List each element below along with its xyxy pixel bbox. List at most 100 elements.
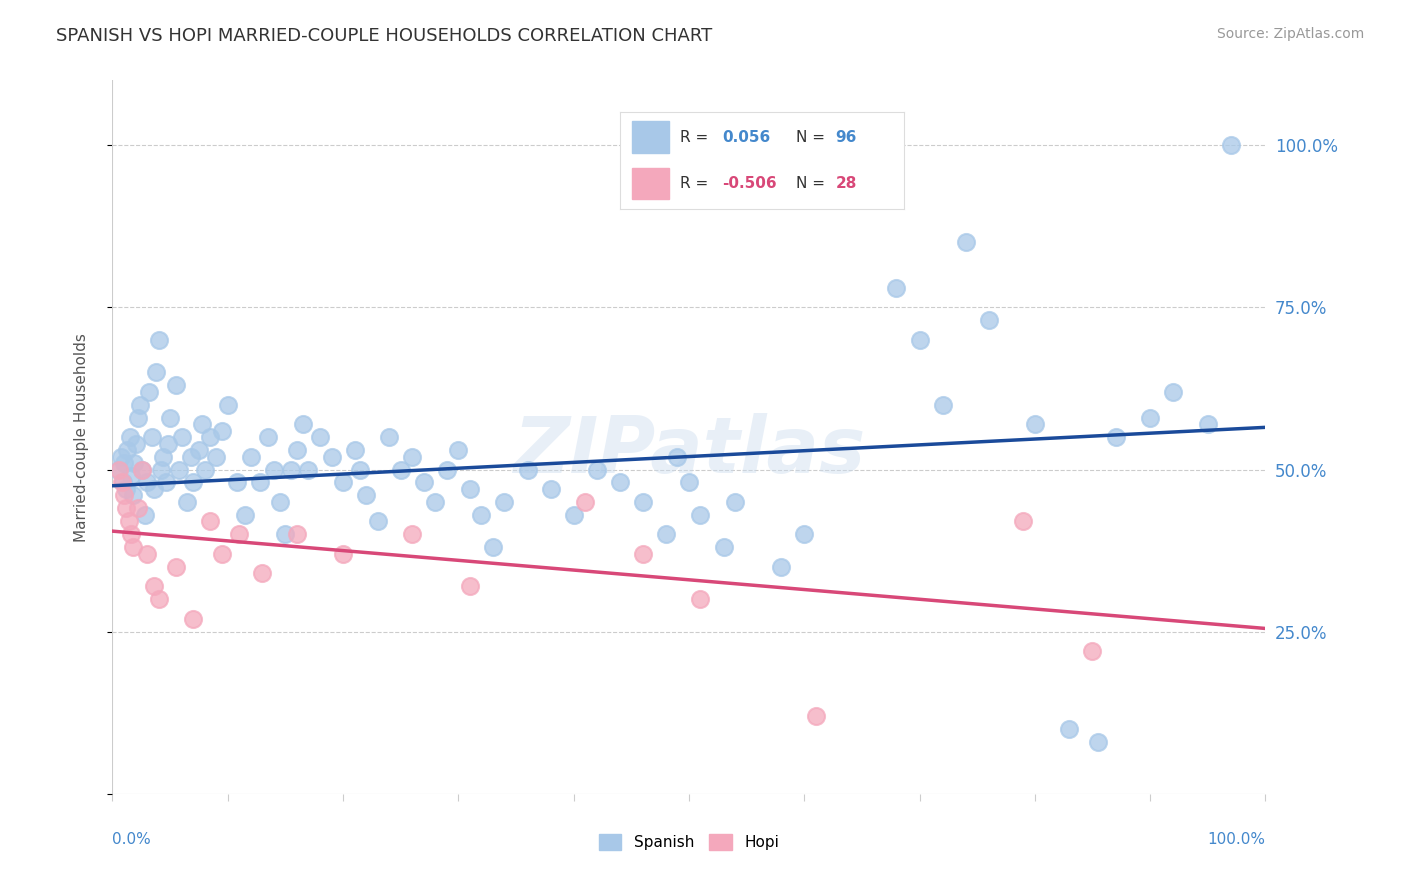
Point [181, 612, 204, 626]
Point [129, 398, 152, 412]
Point [274, 527, 297, 541]
Point [122, 541, 145, 555]
Point [115, 482, 138, 496]
Point [516, 462, 538, 476]
Point [678, 475, 700, 490]
Point [367, 515, 389, 529]
Point [332, 475, 354, 490]
Point [148, 333, 170, 347]
Point [115, 501, 138, 516]
Point [170, 430, 193, 444]
Point [574, 495, 596, 509]
Point [118, 430, 141, 444]
Point [200, 430, 222, 444]
Point [349, 462, 371, 476]
Point [143, 482, 166, 496]
Point [136, 475, 159, 490]
Point [1081, 644, 1104, 658]
Point [1219, 138, 1241, 153]
Point [285, 527, 308, 541]
Point [977, 313, 1000, 327]
Point [482, 541, 505, 555]
Point [689, 508, 711, 522]
Point [211, 547, 233, 561]
Point [724, 495, 747, 509]
Point [191, 417, 214, 431]
Point [269, 495, 291, 509]
Point [447, 443, 470, 458]
Point [401, 450, 423, 464]
Point [470, 508, 492, 522]
Point [666, 450, 689, 464]
Point [152, 450, 174, 464]
Point [354, 488, 377, 502]
Point [389, 462, 412, 476]
Point [205, 450, 228, 464]
Text: R =: R = [681, 129, 709, 145]
Point [112, 456, 135, 470]
Point [343, 443, 366, 458]
Point [217, 398, 239, 412]
Point [886, 281, 908, 295]
Point [141, 430, 163, 444]
Point [291, 417, 314, 431]
Point [436, 462, 458, 476]
Point [955, 235, 977, 250]
Text: Source: ZipAtlas.com: Source: ZipAtlas.com [1216, 27, 1364, 41]
Legend: Spanish, Hopi: Spanish, Hopi [591, 826, 787, 857]
Point [908, 333, 931, 347]
Point [1012, 515, 1035, 529]
Point [713, 541, 735, 555]
Point [631, 547, 654, 561]
Point [233, 508, 256, 522]
Point [176, 495, 198, 509]
Point [585, 462, 607, 476]
Point [401, 527, 423, 541]
Point [655, 527, 678, 541]
Point [257, 430, 280, 444]
Point [1197, 417, 1219, 431]
Point [120, 469, 142, 483]
Text: N =: N = [796, 129, 825, 145]
Point [770, 559, 793, 574]
Text: 96: 96 [835, 129, 858, 145]
Point [562, 508, 585, 522]
Point [112, 488, 135, 502]
Point [165, 378, 187, 392]
Point [127, 501, 149, 516]
Point [124, 456, 146, 470]
Text: ZIPatlas: ZIPatlas [513, 413, 865, 490]
Point [111, 475, 134, 490]
Point [494, 495, 516, 509]
Text: R =: R = [681, 177, 709, 191]
Point [458, 482, 481, 496]
Point [263, 462, 285, 476]
Point [793, 527, 815, 541]
Point [200, 515, 222, 529]
Point [159, 410, 181, 425]
Point [111, 475, 134, 490]
Point [609, 475, 631, 490]
Point [107, 462, 129, 476]
Point [169, 462, 191, 476]
Point [165, 559, 187, 574]
Point [188, 443, 211, 458]
Point [148, 592, 170, 607]
Point [194, 462, 217, 476]
Point [540, 482, 562, 496]
Point [285, 443, 308, 458]
Point [1104, 430, 1126, 444]
Point [1024, 417, 1046, 431]
Point [228, 527, 250, 541]
Text: -0.506: -0.506 [723, 177, 778, 191]
Point [631, 495, 654, 509]
Point [309, 430, 332, 444]
Point [252, 566, 274, 581]
Point [931, 398, 953, 412]
Point [280, 462, 302, 476]
Point [297, 462, 319, 476]
Point [458, 579, 481, 593]
Point [143, 579, 166, 593]
Text: 0.0%: 0.0% [112, 832, 152, 847]
Point [124, 436, 146, 450]
